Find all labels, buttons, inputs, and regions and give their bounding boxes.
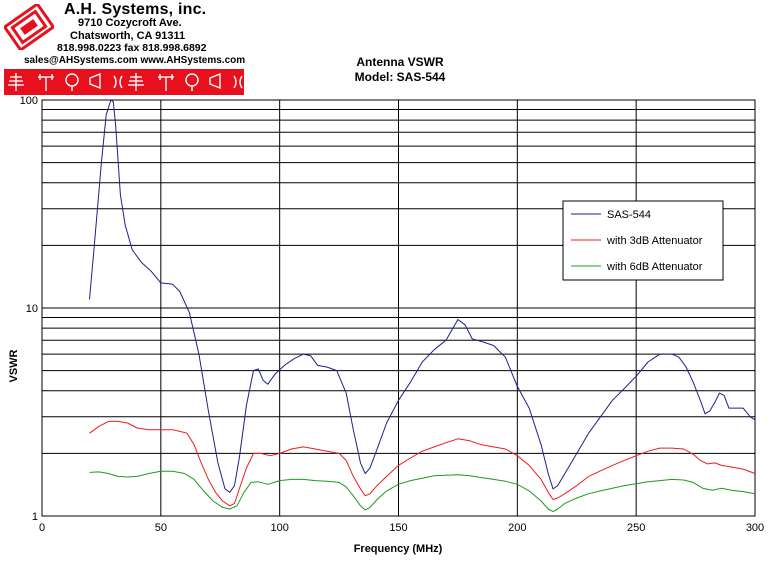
x-tick-label: 300: [746, 522, 764, 534]
product-icon-banner: [4, 69, 244, 95]
company-logo: [4, 4, 54, 50]
address-street: 9710 Cozycroft Ave.: [78, 17, 182, 29]
x-tick-label: 0: [39, 522, 45, 534]
biconical-icon: [113, 75, 123, 89]
x-tick-label: 200: [508, 522, 526, 534]
antenna-icon-group: [8, 72, 243, 91]
legend: SAS-544 with 3dB Attenuator with 6dB Atten…: [562, 200, 724, 281]
email-website: sales@AHSystems.com www.AHSystems.com: [24, 55, 246, 66]
chart-title: Antenna VSWR: [356, 55, 444, 69]
yagi-antenna-icon: [158, 74, 174, 91]
x-axis-label: Frequency (MHz): [354, 543, 443, 555]
series-layer: [89, 99, 756, 513]
horn-antenna-icon: [89, 72, 101, 90]
horn-antenna-icon: [209, 72, 221, 90]
address-city: Chatsworth, CA 91311: [70, 30, 186, 42]
y-tick-label: 10: [26, 303, 38, 315]
series-line-3: [89, 470, 756, 513]
x-tick-label: 250: [627, 522, 645, 534]
legend-label: SAS-544: [607, 209, 651, 221]
phone-fax: 818.998.0223 fax 818.998.6892: [57, 42, 207, 54]
y-axis-label: VSWR: [8, 349, 20, 382]
tower-antenna-icon: [8, 73, 24, 91]
biconical-icon: [233, 75, 243, 89]
x-axis-ticks: 0 50 100 150 200 250 300: [39, 522, 764, 534]
series-line-1: [89, 99, 756, 493]
chart-subtitle: Model: SAS-544: [355, 70, 446, 84]
yagi-antenna-icon: [38, 74, 54, 91]
x-tick-label: 100: [270, 522, 288, 534]
y-tick-label: 1: [32, 511, 38, 523]
x-tick-label: 50: [155, 522, 167, 534]
header: A.H. Systems, inc. 9710 Cozycroft Ave. C…: [0, 0, 248, 96]
y-axis-ticks: 1 10 100: [20, 95, 38, 523]
x-tick-label: 150: [389, 522, 407, 534]
legend-label: with 3dB Attenuator: [606, 235, 703, 247]
y-tick-label: 100: [20, 95, 38, 107]
series-line-2: [89, 420, 756, 507]
company-name: A.H. Systems, inc.: [64, 1, 207, 18]
loop-antenna-icon: [65, 73, 79, 91]
tower-antenna-icon: [128, 73, 144, 91]
loop-antenna-icon: [185, 73, 199, 91]
legend-label: with 6dB Attenuator: [606, 261, 703, 273]
plot-area: [41, 99, 756, 517]
plot-grid: [41, 100, 756, 516]
